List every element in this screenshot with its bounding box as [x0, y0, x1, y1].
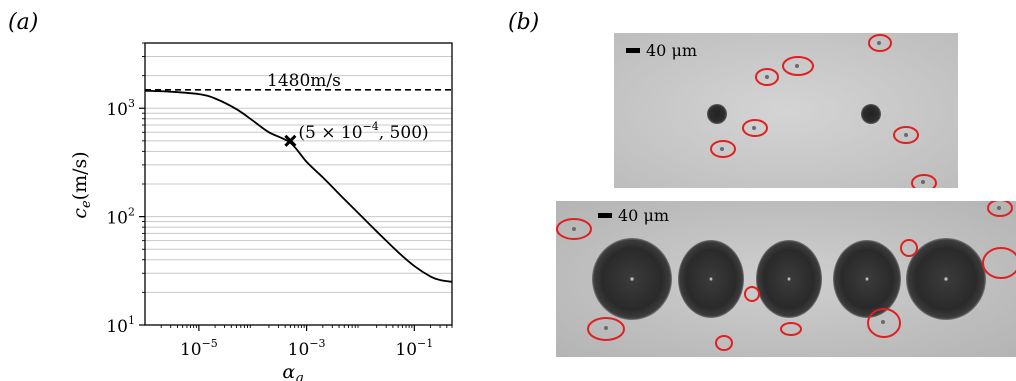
x-tick-labels: 10−5 10−3 10−1: [180, 337, 433, 360]
large-bubble: [592, 238, 672, 320]
bubble-highlight: [742, 119, 768, 137]
x-tick-label: 10−5: [180, 337, 218, 360]
scale-bar-top-label: 40 μm: [646, 41, 697, 60]
micrograph-bottom: 40 μm: [556, 201, 1016, 357]
tiny-bubble: [997, 206, 1001, 210]
x-axis-label: αg: [282, 361, 303, 381]
x-tick-base: 10: [288, 340, 310, 360]
bubble-highlight: [911, 174, 937, 188]
panel-b-label: (b): [508, 10, 540, 35]
y-tick-label: 102: [106, 206, 135, 229]
y-axis-label: ce(m/s): [69, 151, 94, 218]
bubble-highlight: [556, 218, 592, 240]
bubble-highlight: [900, 239, 918, 257]
data-marker: [284, 134, 297, 147]
bubble-highlight: [744, 286, 760, 302]
large-bubble: [906, 238, 986, 320]
scale-bar-bottom-label: 40 μm: [618, 206, 669, 225]
bubble-highlight: [710, 140, 736, 158]
bubble-highlight: [893, 126, 919, 144]
x-tick-exponent: −1: [417, 337, 433, 350]
tiny-bubble: [604, 326, 608, 330]
reference-line-label: 1480m/s: [267, 71, 341, 91]
x-tick-label: 10−1: [395, 337, 433, 360]
marker-label: (5 × 10−4, 500): [298, 120, 428, 143]
large-bubble: [678, 240, 744, 318]
bubble-highlight: [715, 335, 733, 351]
bubble-highlight: [982, 247, 1016, 279]
tiny-bubble: [720, 147, 724, 151]
chart-a: 1480m/s (5 × 10−4, 500) 10−5 10−3 10−1 101…: [69, 42, 453, 381]
marker-label-tail: , 500): [379, 123, 429, 143]
panel-a-label: (a): [8, 10, 39, 35]
tiny-bubble: [572, 227, 576, 231]
tiny-bubble: [921, 180, 925, 184]
tiny-bubble: [881, 320, 885, 324]
micrograph-top: 40 μm: [614, 33, 958, 188]
y-tick-base: 10: [106, 209, 128, 229]
bubble-dark: [707, 104, 727, 124]
x-tick-base: 10: [180, 340, 202, 360]
tiny-bubble: [904, 133, 908, 137]
large-bubble: [756, 240, 822, 318]
micrograph-top-background: [614, 33, 958, 188]
x-tick-exponent: −5: [202, 337, 218, 350]
tiny-bubble: [795, 64, 799, 68]
scale-bar-top: [626, 48, 640, 53]
bubble-highlight: [868, 34, 892, 52]
scale-bar-bottom: [598, 213, 612, 218]
bubble-highlight: [867, 308, 901, 338]
bubble-highlight: [780, 322, 802, 336]
x-tick-exponent: −3: [309, 337, 325, 350]
bubble-dark: [861, 104, 881, 124]
bubble-highlight: [782, 56, 814, 76]
bubble-highlight: [755, 68, 779, 86]
y-tick-label: 101: [106, 314, 135, 337]
tiny-bubble: [877, 41, 881, 45]
tiny-bubble: [765, 75, 769, 79]
bubble-highlight: [587, 317, 625, 341]
y-tick-exponent: 1: [128, 314, 135, 327]
bubble-highlight: [987, 201, 1013, 217]
large-bubble: [833, 240, 901, 318]
y-tick-label: 103: [106, 97, 135, 120]
chart-ticks: [139, 42, 453, 331]
marker-stroke: [284, 134, 297, 147]
y-tick-exponent: 3: [128, 97, 135, 110]
y-tick-exponent: 2: [128, 206, 135, 219]
tiny-bubble: [752, 126, 756, 130]
y-tick-base: 10: [106, 317, 128, 337]
series-line: [144, 89, 453, 283]
marker-label-exp: −4: [363, 120, 379, 133]
x-tick-base: 10: [395, 340, 417, 360]
marker-label-head: (5 × 10: [298, 123, 362, 143]
x-tick-label: 10−3: [288, 337, 326, 360]
y-tick-base: 10: [106, 100, 128, 120]
